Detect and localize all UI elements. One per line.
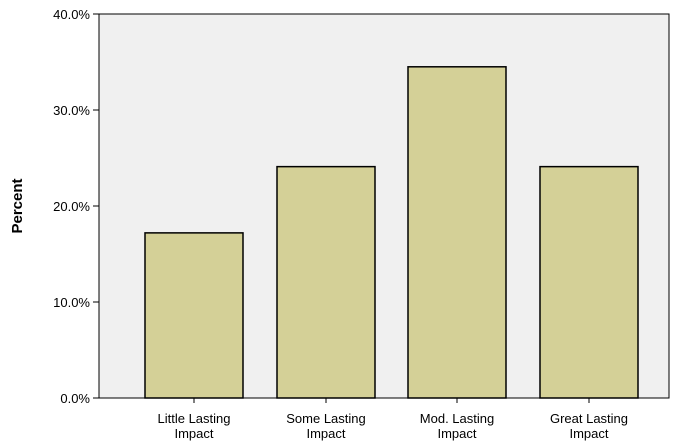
y-axis: 0.0% 10.0% 20.0% 30.0% 40.0%	[53, 7, 99, 406]
bar	[407, 66, 507, 399]
x-axis: Little Lasting Impact Some Lasting Impact Mo…	[158, 398, 628, 441]
x-tick-label: Mod. Lasting Impact	[420, 411, 494, 441]
y-tick-label: 0.0%	[60, 391, 90, 406]
x-tick-label: Some Lasting Impact	[286, 411, 366, 441]
bar	[144, 232, 244, 399]
bar	[276, 165, 376, 399]
x-tick-label: Great Lasting Impact	[550, 411, 628, 441]
y-tick-label: 40.0%	[53, 7, 90, 22]
bars	[144, 66, 639, 399]
bar	[539, 165, 639, 399]
y-axis-label: Percent	[9, 178, 26, 233]
y-tick-label: 10.0%	[53, 295, 90, 310]
y-tick-label: 20.0%	[53, 199, 90, 214]
x-tick-label: Little Lasting Impact	[158, 411, 231, 441]
y-tick-label: 30.0%	[53, 103, 90, 118]
